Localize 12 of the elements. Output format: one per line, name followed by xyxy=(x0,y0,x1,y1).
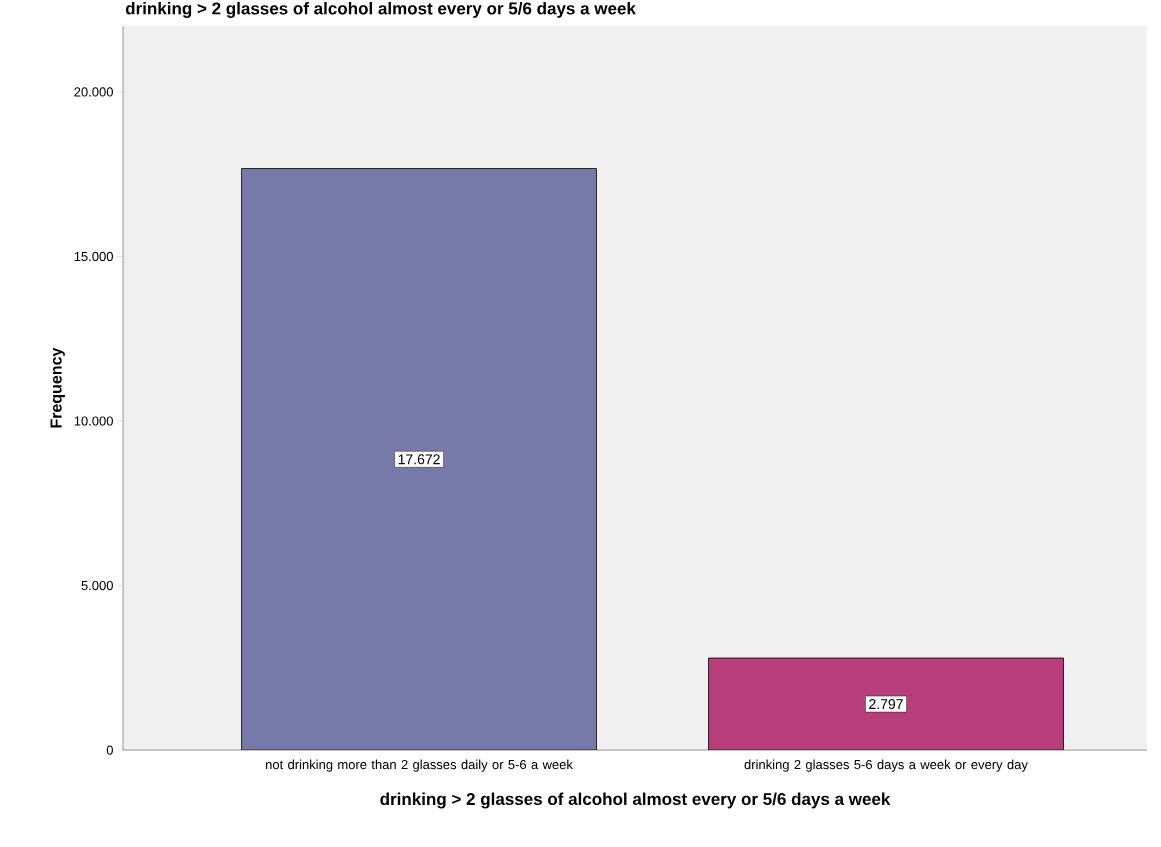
data-label: 17.672 xyxy=(398,454,440,465)
y-tick-label: 5.000 xyxy=(81,580,113,591)
y-tick-label: 15.000 xyxy=(74,251,113,262)
x-axis-title: drinking > 2 glasses of alcohol almost every or 5/6 days a week xyxy=(380,792,891,809)
chart-title: drinking > 2 glasses of alcohol almost every or 5/6 days a week xyxy=(125,1,636,18)
y-tick-label: 10.000 xyxy=(74,416,113,426)
y-tick-label: 0 xyxy=(106,745,113,755)
x-tick-label: drinking 2 glasses 5-6 days a week or every day xyxy=(744,759,1028,772)
data-label: 2.797 xyxy=(869,699,903,709)
x-tick-label: not drinking more than 2 glasses daily or 5-6 a week xyxy=(265,759,573,772)
y-tick-label: 20.000 xyxy=(74,87,113,97)
y-axis-title: Frequency xyxy=(50,347,65,428)
